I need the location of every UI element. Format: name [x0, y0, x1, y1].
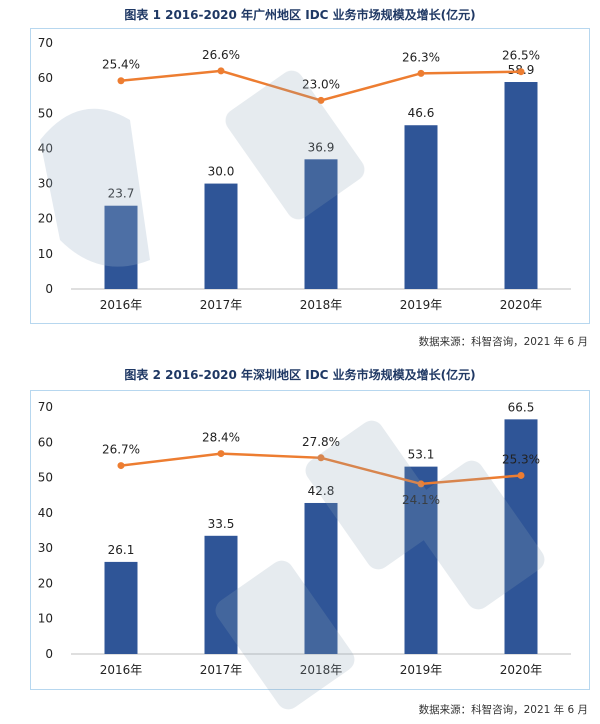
bar: [504, 419, 538, 654]
chart-1-title: 图表 1 2016-2020 年广州地区 IDC 业务市场规模及增长(亿元): [124, 8, 476, 22]
x-tick-label: 2016年: [100, 663, 143, 677]
bar-data-label: 36.9: [308, 140, 335, 154]
chart-2-plot: 0 10 20 30 40 50 60 70 26.1 2016年 33.5 2017年 42.8 201…: [38, 400, 571, 677]
chart-2-source: 数据来源：科智咨询，2021 年 6 月: [418, 704, 588, 716]
bar-data-label: 30.0: [208, 165, 235, 179]
bar: [304, 502, 338, 654]
bar-data-label: 42.8: [308, 484, 335, 498]
growth-data-label: 28.4%: [202, 431, 240, 445]
bar: [104, 205, 138, 289]
growth-point: [117, 462, 125, 470]
x-tick-label: 2019年: [400, 298, 443, 312]
y-tick-label: 60: [38, 435, 53, 449]
bar-data-label: 66.5: [508, 400, 535, 414]
growth-data-label: 26.6%: [202, 48, 240, 62]
x-tick-label: 2020年: [500, 298, 543, 312]
growth-data-label: 25.4%: [102, 58, 140, 72]
chart-1-frame: 0 10 20 30 40 50 60 70 23.7 2016年 30.0 2017年 36.9 201…: [30, 28, 590, 324]
growth-data-label: 27.8%: [302, 435, 340, 449]
y-tick-label: 10: [38, 612, 53, 626]
y-tick-label: 30: [38, 177, 53, 191]
x-tick-label: 2019年: [400, 663, 443, 677]
y-tick-label: 70: [38, 36, 53, 50]
bar: [104, 561, 138, 654]
bar-data-label: 26.1: [108, 543, 135, 557]
y-tick-label: 40: [38, 506, 53, 520]
growth-point: [317, 96, 325, 104]
y-tick-label: 60: [38, 71, 53, 85]
bar: [204, 183, 238, 289]
growth-point: [317, 454, 325, 462]
growth-data-label: 23.0%: [302, 77, 340, 91]
x-tick-label: 2018年: [300, 663, 343, 677]
chart-1-source: 数据来源：科智咨询，2021 年 6 月: [418, 336, 588, 348]
growth-data-label: 26.3%: [402, 50, 440, 64]
y-tick-label: 50: [38, 471, 53, 485]
growth-data-label: 25.3%: [502, 452, 540, 466]
growth-data-label: 26.7%: [102, 443, 140, 457]
growth-point: [117, 77, 125, 85]
y-tick-label: 20: [38, 576, 53, 590]
x-tick-label: 2017年: [200, 298, 243, 312]
growth-data-label: 26.5%: [502, 49, 540, 63]
growth-point: [517, 68, 525, 76]
x-tick-label: 2016年: [100, 298, 143, 312]
bar-data-label: 33.5: [208, 517, 235, 531]
y-tick-label: 30: [38, 541, 53, 555]
growth-data-label: 24.1%: [402, 493, 440, 507]
bar: [404, 466, 438, 654]
y-tick-label: 10: [38, 247, 53, 261]
chart-2-title: 图表 2 2016-2020 年深圳地区 IDC 业务市场规模及增长(亿元): [124, 368, 476, 382]
x-tick-label: 2017年: [200, 663, 243, 677]
y-tick-label: 70: [38, 400, 53, 414]
chart-2-frame: 0 10 20 30 40 50 60 70 26.1 2016年 33.5 2017年 42.8 201…: [30, 390, 590, 690]
y-tick-label: 50: [38, 106, 53, 120]
growth-point: [217, 67, 225, 75]
growth-point: [217, 450, 225, 458]
x-tick-label: 2020年: [500, 663, 543, 677]
y-tick-label: 40: [38, 141, 53, 155]
y-tick-label: 20: [38, 212, 53, 226]
bar: [404, 125, 438, 289]
growth-point: [417, 69, 425, 77]
bar: [504, 82, 538, 289]
bar: [204, 535, 238, 654]
y-tick-label: 0: [45, 282, 53, 296]
bar: [304, 159, 338, 289]
growth-point: [517, 471, 525, 479]
y-tick-label: 0: [45, 647, 53, 661]
bar-data-label: 46.6: [408, 106, 435, 120]
growth-point: [417, 480, 425, 488]
x-tick-label: 2018年: [300, 298, 343, 312]
bar-data-label: 53.1: [408, 448, 435, 462]
chart-1-plot: 0 10 20 30 40 50 60 70 23.7 2016年 30.0 2017年 36.9 201…: [38, 36, 571, 312]
bar-data-label: 23.7: [108, 187, 135, 201]
